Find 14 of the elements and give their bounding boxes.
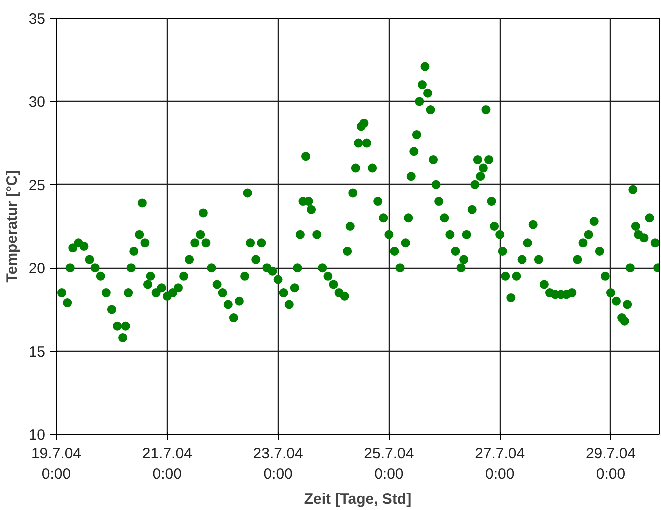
x-tick-label: 23.7.04 0:00 (253, 446, 304, 483)
y-tick-label: 25 (28, 177, 46, 194)
y-tick-label: 15 (28, 344, 46, 361)
x-tick-label: 19.7.04 0:00 (31, 446, 82, 483)
y-tick-label: 10 (28, 427, 46, 444)
x-tick-label: 25.7.04 0:00 (364, 446, 414, 483)
x-tick-label: 21.7.04 0:00 (142, 446, 192, 483)
y-axis-title: Temperatur [°C] (4, 170, 21, 283)
x-tick-label: 29.7.04 0:00 (586, 446, 636, 483)
y-tick-label: 35 (28, 11, 46, 28)
x-tick-label: 27.7.04 0:00 (475, 446, 526, 483)
y-tick-label: 30 (28, 94, 46, 112)
x-axis-title: Zeit [Tage, Std] (304, 490, 412, 508)
y-tick-label: 20 (28, 260, 46, 278)
